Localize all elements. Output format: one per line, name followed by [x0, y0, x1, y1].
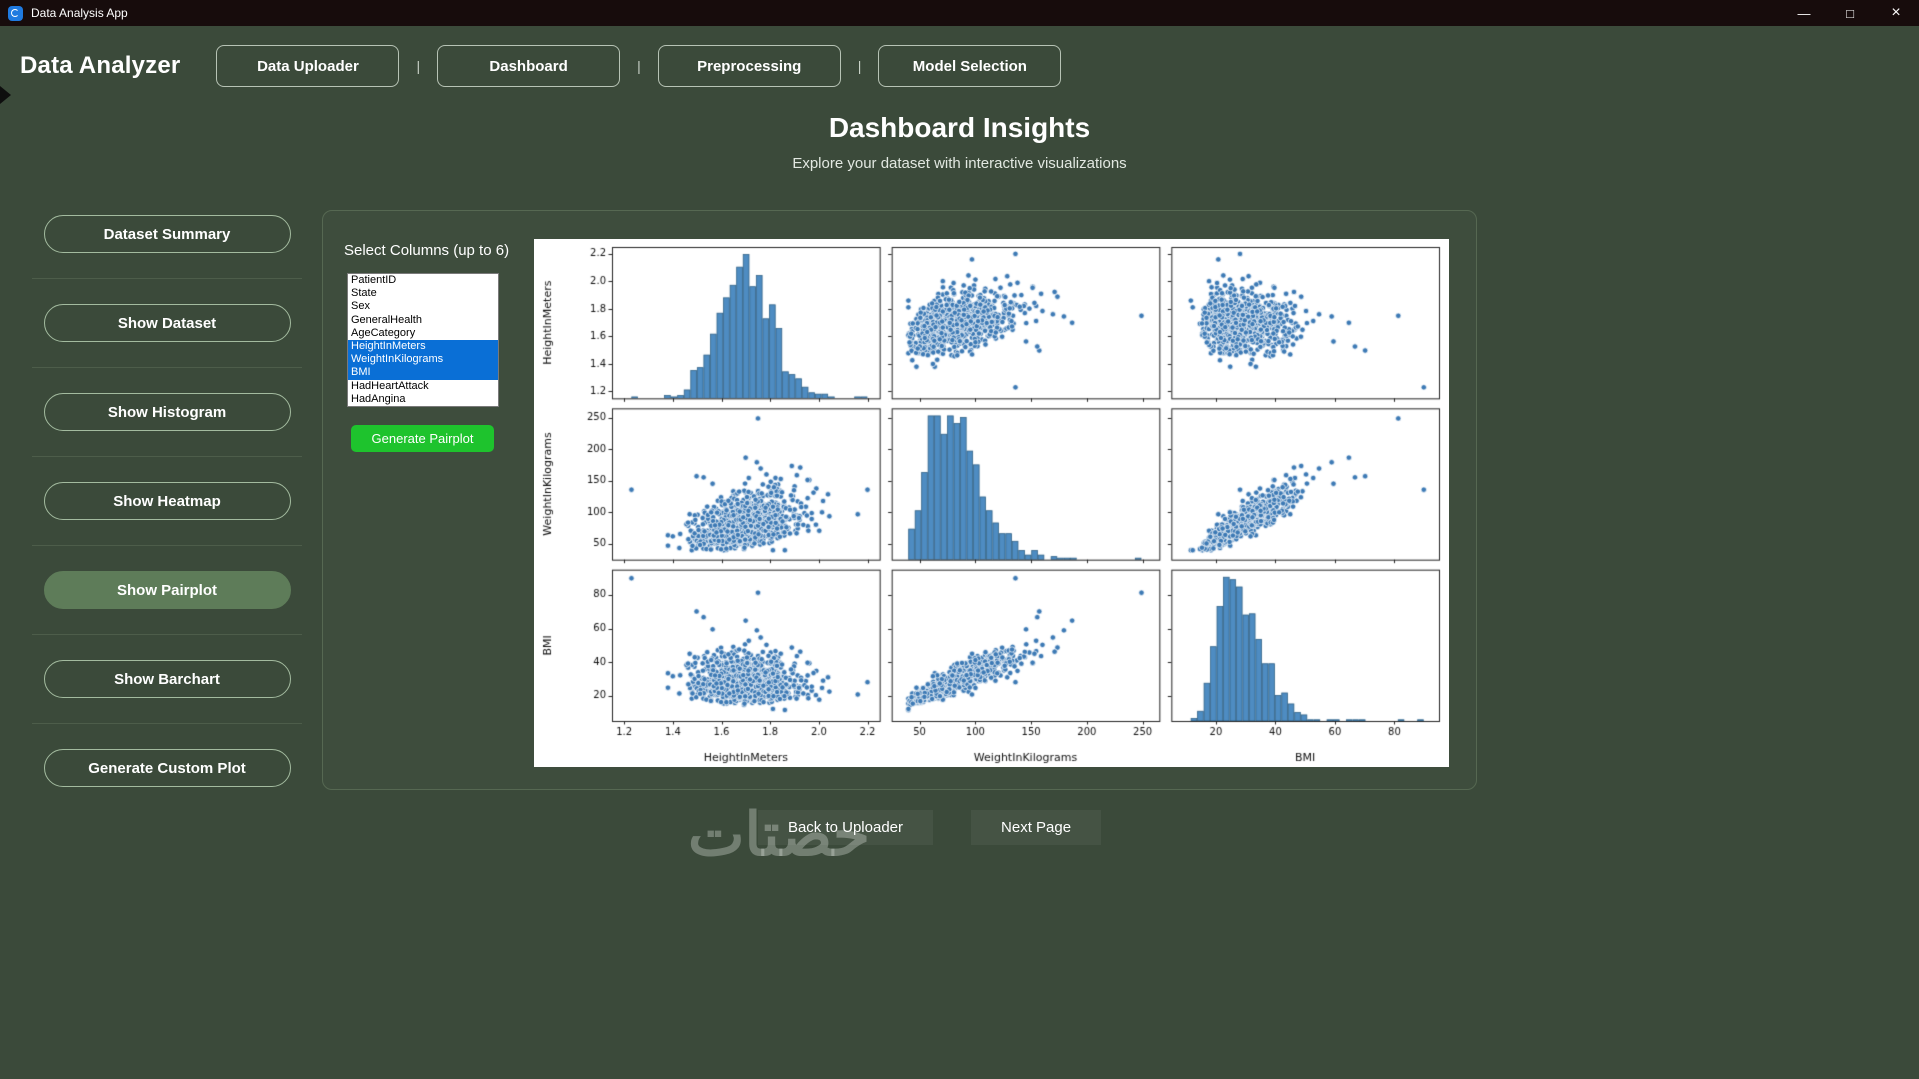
next-page-button[interactable]: Next Page — [971, 810, 1102, 845]
dashboard-panel: Select Columns (up to 6) PatientID State… — [322, 210, 1477, 790]
nav-separator: | — [416, 58, 421, 74]
listbox-item[interactable]: HadHeartAttack — [351, 379, 429, 392]
listbox-item[interactable]: State — [351, 287, 377, 300]
sidebar: Dataset Summary Show Dataset Show Histog… — [32, 215, 302, 787]
nav-button-model-selection[interactable]: Model Selection — [878, 45, 1062, 87]
sidebar-divider — [32, 278, 302, 279]
pairplot-canvas — [534, 239, 1449, 767]
sidebar-button-show-pairplot[interactable]: Show Pairplot — [43, 571, 291, 609]
select-columns-label: Select Columns (up to 6) — [344, 242, 510, 259]
nav-button-dashboard[interactable]: Dashboard — [437, 45, 621, 87]
sidebar-divider — [32, 634, 302, 635]
app-title: Data Analyzer — [20, 52, 181, 79]
sidebar-button-dataset-summary[interactable]: Dataset Summary — [43, 215, 291, 253]
pairplot-figure — [534, 239, 1449, 767]
sidebar-divider — [32, 456, 302, 457]
titlebar: Data Analysis App — □ × — [0, 0, 1919, 26]
page-head: Dashboard Insights Explore your dataset … — [0, 112, 1919, 172]
nav-bar: Data Uploader | Dashboard | Preprocessin… — [216, 45, 1062, 87]
generate-pairplot-button[interactable]: Generate Pairplot — [351, 425, 494, 452]
close-icon[interactable]: × — [1891, 4, 1901, 21]
sidebar-button-show-barchart[interactable]: Show Barchart — [43, 660, 291, 698]
sidebar-divider — [32, 545, 302, 546]
listbox-item[interactable]: PatientID — [351, 274, 397, 286]
sidebar-button-show-dataset[interactable]: Show Dataset — [43, 304, 291, 342]
listbox-item[interactable]: HeightInMeters — [348, 340, 498, 354]
nav-button-preprocessing[interactable]: Preprocessing — [657, 45, 841, 87]
sidebar-button-show-histogram[interactable]: Show Histogram — [43, 393, 291, 431]
minimize-icon[interactable]: — — [1797, 5, 1811, 21]
columns-listbox[interactable]: PatientID State Sex GeneralHealth AgeCat… — [347, 273, 499, 407]
titlebar-title: Data Analysis App — [31, 6, 128, 20]
sidebar-button-generate-custom-plot[interactable]: Generate Custom Plot — [43, 749, 291, 787]
page-title: Dashboard Insights — [828, 112, 1091, 143]
footer: Back to Uploader Next Page — [0, 810, 1889, 845]
listbox-item[interactable]: AgeCategory — [351, 326, 416, 339]
sidebar-expand-arrow-icon[interactable] — [0, 86, 11, 104]
window-controls: — □ × — [1781, 0, 1919, 26]
listbox-item[interactable]: HadAngina — [351, 392, 406, 405]
sidebar-button-show-heatmap[interactable]: Show Heatmap — [43, 482, 291, 520]
nav-separator: | — [857, 58, 862, 74]
maximize-icon[interactable]: □ — [1846, 5, 1854, 21]
nav-separator: | — [637, 58, 641, 74]
sidebar-divider — [32, 723, 302, 724]
back-to-uploader-button[interactable]: Back to Uploader — [757, 810, 934, 845]
listbox-item[interactable]: GeneralHealth — [351, 313, 422, 326]
header: Data Analyzer Data Uploader | Dashboard … — [0, 26, 1919, 90]
app-icon — [8, 5, 23, 21]
sidebar-divider — [32, 367, 302, 368]
listbox-item[interactable]: Sex — [351, 300, 370, 313]
listbox-item[interactable]: BMI — [348, 366, 498, 380]
nav-button-data-uploader[interactable]: Data Uploader — [216, 45, 400, 87]
page-subtitle: Explore your dataset with interactive vi… — [792, 155, 1127, 172]
listbox-item[interactable]: WeightInKilograms — [348, 353, 498, 367]
